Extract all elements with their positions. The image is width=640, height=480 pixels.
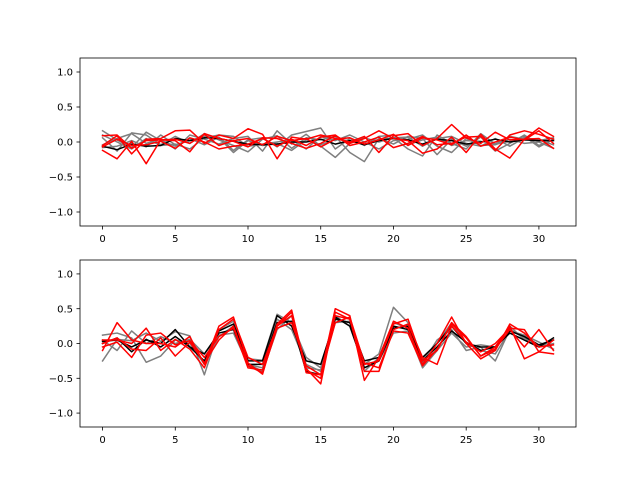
top-y-tick-label: 0.0 — [57, 138, 73, 149]
top-series-line-red-9 — [101, 130, 555, 152]
bottom-y-tick-label: 1.0 — [57, 270, 73, 281]
bottom-series-line-red-8 — [101, 316, 555, 376]
bottom-x-tick-label: 0 — [99, 435, 105, 446]
bottom-y-tick-label: −1.0 — [49, 409, 73, 420]
top-x-tick-label: 20 — [387, 234, 400, 245]
top-y-tick-label: 1.0 — [57, 68, 73, 79]
top-x-tick-label: 15 — [314, 234, 327, 245]
top-series-line-red-7 — [101, 130, 555, 165]
top-x-tick-label: 30 — [533, 234, 546, 245]
top-y-tick-label: −1.0 — [49, 208, 73, 219]
top-x-tick-label: 25 — [460, 234, 473, 245]
top-x-tick-label: 5 — [172, 234, 178, 245]
top-x-tick-label: 10 — [242, 234, 255, 245]
bottom-series-layer — [101, 306, 555, 385]
bottom-y-tick-label: 0.0 — [57, 339, 73, 350]
top-x-tick-label: 0 — [99, 234, 105, 245]
top-series-layer — [101, 123, 555, 165]
bottom-x-tick-label: 15 — [314, 435, 327, 446]
bottom-x-tick-label: 25 — [460, 435, 473, 446]
bottom-x-tick-label: 30 — [533, 435, 546, 446]
bottom-subplot: 0 5 10 15 20 25 30 −1.0 −0.5 0.0 0.5 1.0 — [49, 259, 577, 446]
top-series-line-red-8 — [101, 130, 555, 150]
top-y-tick-label: 0.5 — [57, 103, 73, 114]
bottom-y-tick-label: −0.5 — [49, 374, 73, 385]
bottom-x-tick-label: 5 — [172, 435, 178, 446]
bottom-y-tick-label: 0.5 — [57, 304, 73, 315]
top-axes-layer: 0 5 10 15 20 25 30 −1.0 −0.5 0.0 0.5 1.0 — [49, 57, 577, 245]
bottom-x-tick-label: 20 — [387, 435, 400, 446]
bottom-x-tick-label: 10 — [242, 435, 255, 446]
bottom-axes-layer: 0 5 10 15 20 25 30 −1.0 −0.5 0.0 0.5 1.0 — [49, 259, 577, 446]
top-y-tick-label: −0.5 — [49, 173, 73, 184]
bottom-series-line-red-5 — [101, 307, 555, 382]
top-subplot: 0 5 10 15 20 25 30 −1.0 −0.5 0.0 0.5 1.0 — [49, 57, 577, 245]
